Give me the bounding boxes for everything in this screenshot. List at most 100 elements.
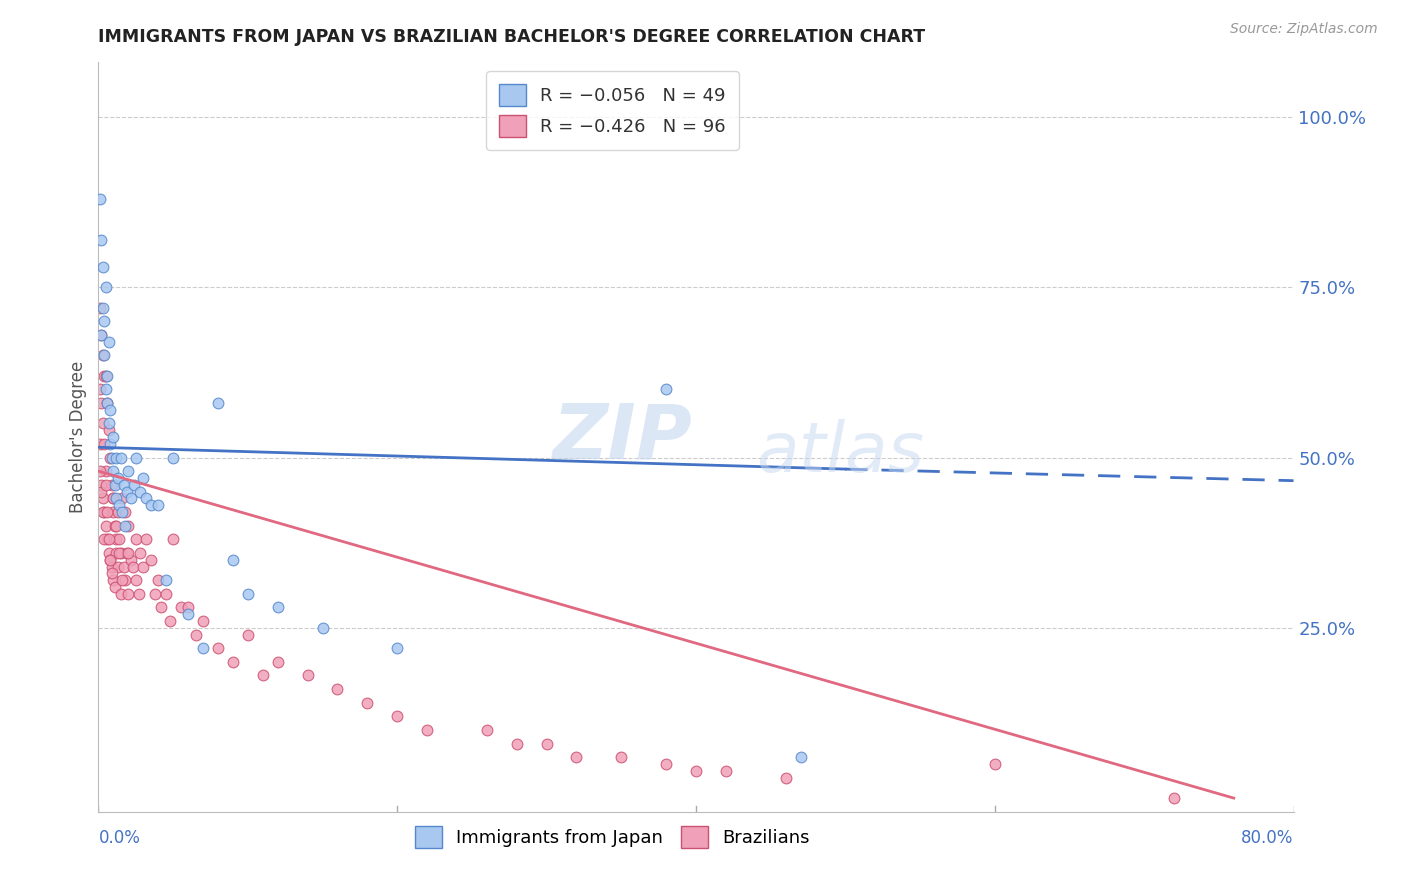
Legend: Immigrants from Japan, Brazilians: Immigrants from Japan, Brazilians [408,819,817,855]
Point [129,484,152,499]
Point [135,491,157,506]
Point [93,533,115,547]
Text: 80.0%: 80.0% [1241,829,1294,847]
Point [267,600,290,615]
Point [98,437,122,451]
Point [150,600,173,615]
Point [91,348,114,362]
Y-axis label: Bachelor's Degree: Bachelor's Degree [69,361,87,513]
Point [96,396,118,410]
Point [96,505,118,519]
Point [984,757,1007,772]
Point [108,546,131,560]
Point [685,764,707,778]
Point [97,533,120,547]
Point [162,450,184,465]
Point [789,750,811,764]
Point [91,505,114,519]
Point [775,771,797,785]
Point [475,723,498,737]
Point [104,580,127,594]
Point [655,383,678,397]
Point [91,491,114,506]
Point [90,327,112,342]
Point [94,280,117,294]
Point [155,573,177,587]
Point [105,533,128,547]
Point [143,587,166,601]
Point [104,518,127,533]
Point [117,464,139,478]
Point [108,533,131,547]
Point [162,533,184,547]
Point [252,668,274,682]
Point [120,552,142,566]
Point [96,396,118,410]
Point [125,573,148,587]
Point [105,491,128,506]
Point [89,192,111,206]
Point [128,587,150,601]
Point [416,723,439,737]
Point [120,491,142,506]
Point [90,327,112,342]
Text: atlas: atlas [756,418,924,485]
Point [90,396,112,410]
Point [110,587,132,601]
Point [356,696,378,710]
Point [89,437,111,451]
Point [132,559,155,574]
Point [236,587,259,601]
Point [655,757,678,772]
Point [114,518,136,533]
Point [191,641,214,656]
Point [155,587,177,601]
Point [117,546,139,560]
Point [103,491,125,506]
Point [103,464,125,478]
Point [101,566,124,581]
Point [98,552,122,566]
Point [222,552,245,566]
Point [207,396,229,410]
Point [103,505,125,519]
Point [94,518,117,533]
Point [110,450,132,465]
Point [536,737,558,751]
Point [191,614,214,628]
Point [94,368,117,383]
Point [96,368,118,383]
Point [97,423,120,437]
Point [103,573,125,587]
Point [107,505,129,519]
Point [267,655,290,669]
Point [326,682,349,697]
Point [117,587,139,601]
Point [98,450,122,465]
Point [101,450,124,465]
Point [89,383,111,397]
Point [110,546,132,560]
Point [91,260,114,274]
Point [104,477,127,491]
Point [89,464,111,478]
Point [297,668,319,682]
Point [94,383,117,397]
Point [112,477,135,491]
Point [93,314,115,328]
Point [125,450,148,465]
Point [236,627,259,641]
Point [129,546,152,560]
Point [93,437,115,451]
Point [112,559,135,574]
Point [124,477,146,491]
Point [97,417,120,431]
Point [89,301,111,315]
Point [148,498,170,512]
Point [111,505,134,519]
Point [115,484,138,499]
Point [132,471,155,485]
Point [111,573,134,587]
Point [139,498,162,512]
Point [135,533,157,547]
